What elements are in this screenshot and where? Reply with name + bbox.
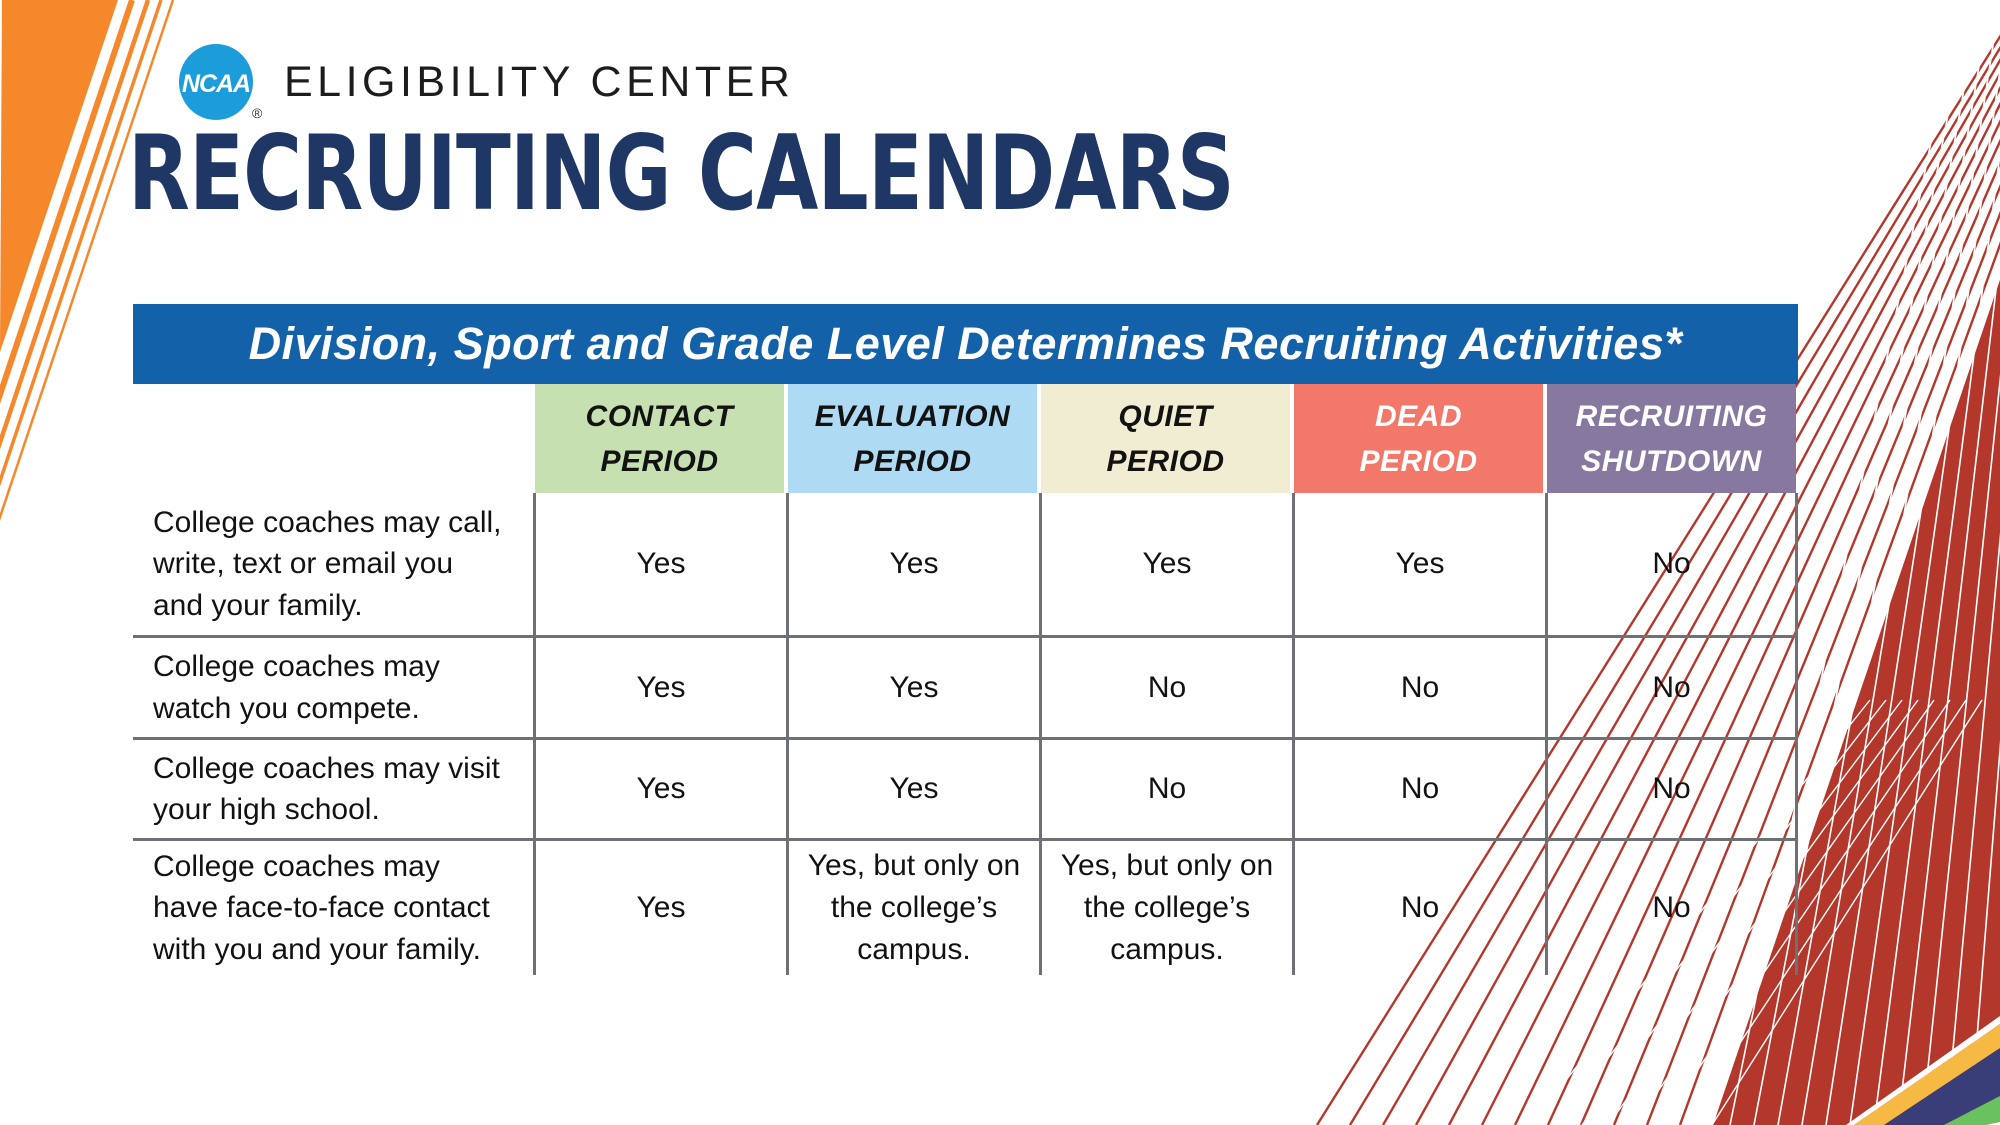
navy-stripe [1884,1048,2000,1125]
red-fan-stripes [1315,34,2000,1125]
table-cell: No [1545,635,1798,737]
header-line: CONTACT [585,399,734,433]
table-cell: No [1545,737,1798,838]
corner-white-sliver [1986,1122,2000,1125]
table-cell: Yes [533,737,786,838]
table-cell: No [1292,737,1545,838]
header-line: PERIOD [1106,444,1225,478]
registered-mark: ® [252,105,263,121]
table-cell: No [1545,838,1798,975]
table-cell: Yes, but only on the college’s campus. [1039,838,1292,975]
header-quiet-period: QUIET PERIOD [1039,384,1292,493]
page-title: RECRUITING CALENDARS [128,114,1235,234]
header-evaluation-period: EVALUATION PERIOD [786,384,1039,493]
header-line: QUIET [1118,399,1213,433]
table-cell: No [1292,838,1545,975]
banner-text: Division, Sport and Grade Level Determin… [248,318,1683,369]
white-gap-stripe [1846,1016,2000,1125]
header-line: PERIOD [1359,444,1478,478]
table-cell: No [1039,737,1292,838]
table-cell: Yes [786,737,1039,838]
green-stripe [1944,1096,2000,1125]
table-cell: Yes [533,493,786,635]
yellow-stripe [1854,1024,2000,1125]
table-cell: No [1292,635,1545,737]
header-line: SHUTDOWN [1581,444,1762,478]
banner: Division, Sport and Grade Level Determin… [133,304,1798,384]
header-line: RECRUITING [1575,399,1768,433]
header-contact-period: CONTACT PERIOD [533,384,786,493]
header-line: PERIOD [853,444,972,478]
header-line: EVALUATION [814,399,1011,433]
table-cell: Yes [533,635,786,737]
table-cell: Yes [786,493,1039,635]
ncaa-logo-icon: NCAA ® [179,44,263,121]
row-label: College coaches may call, write, text or… [153,505,502,622]
table-cell: Yes [533,838,786,975]
recruiting-table: CONTACT PERIOD EVALUATION PERIOD QUIET P… [133,384,1798,975]
table-cell: Yes [1292,493,1545,635]
row-label: College coaches may watch you compete. [133,635,533,737]
header-recruiting-shutdown: RECRUITING SHUTDOWN [1545,384,1798,493]
table-cell: Yes, but only on the college’s campus. [786,838,1039,975]
table-cell: No [1039,635,1292,737]
ncaa-logo-text: NCAA [182,70,250,98]
org-name: ELIGIBILITY CENTER [284,58,795,106]
white-pinstripes [1729,0,2000,1125]
header-spacer [133,384,533,493]
table-cell: No [1545,493,1798,635]
header-dead-period: DEAD PERIOD [1292,384,1545,493]
row-label: College coaches may have face-to-face co… [133,838,533,975]
header-line: PERIOD [600,444,719,478]
table-cell: Yes [786,635,1039,737]
ncaa-logo: NCAA ® [178,42,278,126]
table-cell: Yes [1039,493,1292,635]
red-band-decoration [1315,0,2000,1125]
orange-stripes-decoration [0,0,175,521]
row-label: College coaches may visit your high scho… [133,737,533,838]
white-cross-stripes [1529,699,1983,1125]
header-line: DEAD [1374,399,1462,433]
